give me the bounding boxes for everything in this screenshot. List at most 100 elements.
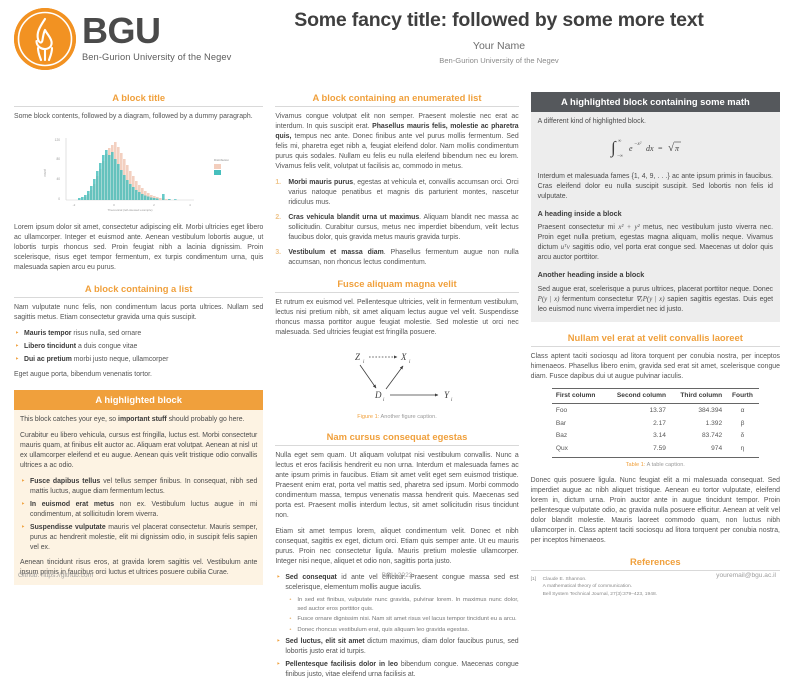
inline-math: uᵀv xyxy=(560,244,570,252)
block-nullam-vel-erat: Nullam vel erat at velit convallis laore… xyxy=(530,332,780,546)
list-item-bold: Fusce dapibus tellus xyxy=(30,478,101,485)
paragraph-part: sapien sagittis egestas. Duis eget leo e… xyxy=(537,295,773,313)
highlighted-block-title: A highlighted block xyxy=(14,390,264,410)
svg-text:−x²: −x² xyxy=(634,141,642,147)
list-item: Sed luctus, elit sit amet dictum maximus… xyxy=(276,637,518,657)
node-d-subscript: i xyxy=(383,398,385,403)
paragraph-part-a: Vivamus congue volutpat elit non semper.… xyxy=(275,113,519,130)
svg-text:e: e xyxy=(629,144,633,153)
histogram-legend: Distribution xyxy=(214,158,229,175)
list-item-text: . Aliquam blandit nec massa ac sollicitu… xyxy=(288,214,519,241)
causal-diagram: Z i X i D i Y i xyxy=(355,352,453,403)
paragraph-part: fermentum consectetur xyxy=(559,295,637,303)
histogram-series-b xyxy=(78,150,177,200)
block-title: Nam cursus consequat egestas xyxy=(275,431,519,447)
figure-caption-text: Another figure caption. xyxy=(379,414,437,420)
list-item-bold: Cras vehicula blandit urna ut maximus xyxy=(288,214,420,221)
list-item: Fusce dapibus tellus vel tellus semper f… xyxy=(21,477,258,497)
list-item: In euismod erat metus non ex. Vestibulum… xyxy=(21,500,257,520)
paragraph-bold: Phasellus mauris felis, molestie ac phar… xyxy=(275,123,519,140)
table-cell: Qux xyxy=(555,445,568,453)
table-row: Bar 2.17 1.392 β xyxy=(552,417,759,430)
svg-text:120: 120 xyxy=(55,138,61,142)
inner-heading-2: Another heading inside a block xyxy=(537,270,645,280)
list-item-text: . Phasellus fermentum augue non nulla ac… xyxy=(288,249,519,266)
reference-number: [1] xyxy=(530,576,537,582)
list-item: Suspendisse vulputate mauris vel placera… xyxy=(21,523,257,553)
table-cell: 2.17 xyxy=(653,419,666,427)
svg-text:4: 4 xyxy=(189,203,191,207)
list-item-bold: Morbi mauris purus xyxy=(288,179,354,186)
figure-caption: Figure 1: Another figure caption. xyxy=(275,413,518,421)
list-item: Dui ac pretium morbi justo neque, ullamc… xyxy=(15,355,263,365)
math-block-paragraph-3: Sed augue erat, scelerisque a purus ultr… xyxy=(538,285,773,315)
highlight-lead: This block catches your eye, so importan… xyxy=(20,415,257,425)
left-bullet-list: Mauris tempor risus nulla, sed ornare Li… xyxy=(14,329,263,365)
list-item: Vestibulum et massa diam. Phasellus ferm… xyxy=(275,248,519,268)
svg-text:40: 40 xyxy=(57,177,61,181)
inline-math: x² + y² xyxy=(618,224,640,232)
title-block: Some fancy title: followed by some more … xyxy=(218,8,780,65)
node-y: Y xyxy=(444,390,450,400)
svg-text:√: √ xyxy=(668,142,675,154)
block-title: Nullam vel erat at velit convallis laore… xyxy=(530,332,780,347)
column-header: First column xyxy=(551,387,606,405)
list-item-bold: Sed luctus, elit sit amet xyxy=(285,638,365,646)
table-cell: β xyxy=(740,419,745,427)
data-table: First column Second column Third column … xyxy=(551,387,759,458)
table-cell: Baz xyxy=(555,432,568,440)
table-cell: η xyxy=(740,445,745,453)
paragraph-part: Praesent consectetur mi xyxy=(537,224,619,232)
block-enumerated-list: A block containing an enumerated list Vi… xyxy=(275,92,518,268)
table-caption-label: Table 1: xyxy=(625,461,646,468)
table-block-paragraph: Class aptent taciti sociosqu ad litora t… xyxy=(530,352,780,380)
svg-text:count: count xyxy=(43,169,47,177)
table-caption: Table 1: A table caption. xyxy=(531,461,780,469)
list-item: Cras vehicula blandit urna ut maximus. A… xyxy=(275,213,519,243)
list-item: Mauris tempor risus nulla, sed ornare xyxy=(15,329,263,339)
table-row: Foo 13.37 384.394 α xyxy=(552,404,759,417)
histogram-chart: 0 40 80 120 count -2 0 2 4 Theoretical (… xyxy=(43,138,229,212)
table-cell: 83.742 xyxy=(701,432,723,440)
table-cell: 974 xyxy=(711,445,723,453)
list-item-text: id ante vel efficitur. Praesent congue m… xyxy=(285,574,519,592)
table-cell: α xyxy=(740,407,745,415)
table-block-paragraph-after: Donec quis posuere ligula. Nunc feugiat … xyxy=(530,476,780,544)
logo-subtitle: Ben-Gurion University of the Negev xyxy=(82,52,232,63)
svg-text:Theoretical (left-skewed examp: Theoretical (left-skewed example) xyxy=(108,208,153,212)
block-title: A block containing an enumerated list xyxy=(275,92,519,107)
footer-email[interactable]: youremail@bgu.ac.il xyxy=(716,571,777,579)
table-row: Baz 3.14 83.742 δ xyxy=(552,430,759,443)
list-item: Libero tincidunt a duis congue vitae xyxy=(15,342,263,352)
node-d: D xyxy=(374,390,382,400)
references-title: References xyxy=(530,556,780,571)
svg-text:80: 80 xyxy=(57,157,61,161)
reference-title: A mathematical theory of communication. xyxy=(542,584,633,590)
node-x-subscript: i xyxy=(409,360,411,365)
list-item-text: vel tellus semper finibus. In consequat,… xyxy=(30,478,258,495)
highlighted-block: A highlighted block This block catches y… xyxy=(14,390,264,585)
nested-sub-list: In sed est finibus, vulputate nunc gravi… xyxy=(285,596,518,634)
list-block-outro: Eget augue porta, bibendum venenatis tor… xyxy=(14,371,152,378)
list-item-bold: In euismod erat metus xyxy=(30,501,115,508)
paragraph-part: sagittis odio, vel porta erat congue sed… xyxy=(537,244,773,262)
svg-text:∫: ∫ xyxy=(610,138,617,158)
math-block-title: A highlighted block containing some math xyxy=(530,92,780,112)
poster-header: BGU Ben-Gurion University of the Negev S… xyxy=(0,0,794,92)
footer-github-link[interactable]: Github: https://github.com xyxy=(18,571,94,579)
middle-column: A block containing an enumerated list Vi… xyxy=(269,92,524,678)
node-z: Z xyxy=(355,352,361,362)
node-x: X xyxy=(400,352,407,362)
block-fusce-aliquam: Fusce aliquam magna velit Et rutrum ex e… xyxy=(275,278,519,421)
list-item: Morbi mauris purus, egestas at vehicula … xyxy=(275,178,518,208)
column-header: Second column xyxy=(605,387,670,405)
table-cell: δ xyxy=(740,432,745,440)
math-block-paragraph-1: Interdum et malesuada fames {1, 4, 9, . … xyxy=(537,173,773,200)
block-intro-text: Some block contents, followed by a diagr… xyxy=(14,113,253,120)
highlight-paragraph-2: Aenean tincidunt risus eros, at gravida … xyxy=(20,559,258,576)
histogram-figure: 0 40 80 120 count -2 0 2 4 Theoretical (… xyxy=(14,128,263,216)
enumerated-list: Morbi mauris purus, egestas at vehicula … xyxy=(275,178,518,268)
left-column: A block title Some block contents, follo… xyxy=(14,92,269,585)
poster-columns: A block title Some block contents, follo… xyxy=(0,92,794,678)
highlight-lead-bold: important stuff xyxy=(118,416,167,423)
